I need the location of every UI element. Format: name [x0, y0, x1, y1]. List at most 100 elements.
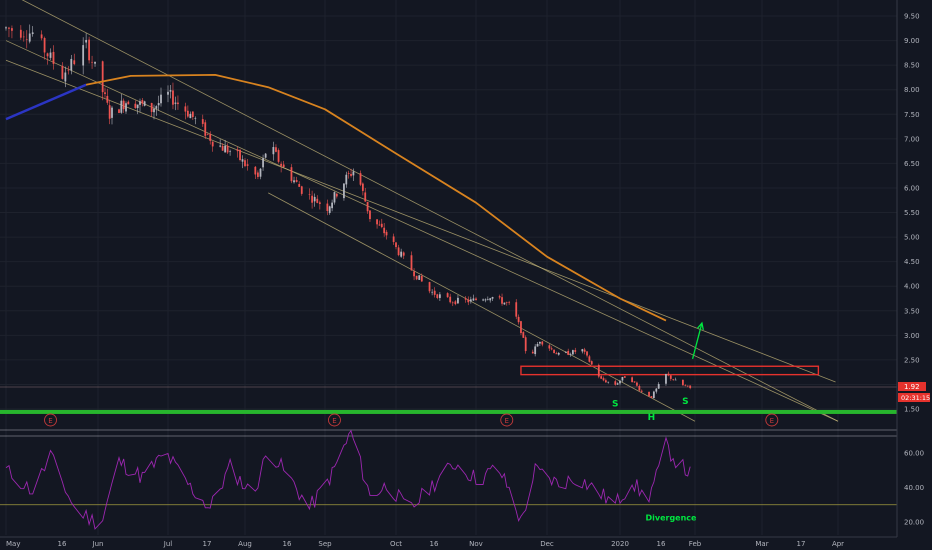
candle: [101, 60, 104, 101]
candle: [49, 48, 52, 60]
candle: [155, 105, 158, 116]
x-tick-label: Apr: [832, 540, 844, 548]
candle: [648, 391, 650, 397]
y-tick-label: 8.00: [904, 86, 920, 94]
candle: [189, 111, 192, 119]
candle: [433, 287, 436, 298]
candle: [621, 376, 624, 383]
candle: [413, 268, 415, 281]
x-tick-label: 16: [430, 540, 439, 548]
candle: [122, 98, 125, 114]
y-tick-label: 1.50: [904, 406, 920, 414]
earnings-marker-label: E: [332, 417, 336, 425]
candle: [359, 170, 362, 187]
candle: [88, 36, 90, 64]
candle: [127, 100, 130, 105]
candle: [280, 161, 283, 173]
y-tick-label: 7.00: [904, 135, 920, 143]
channel-line-3: [268, 192, 696, 422]
candle: [674, 377, 677, 381]
candle: [588, 354, 591, 363]
candle: [581, 348, 584, 354]
candle: [5, 26, 7, 31]
candle: [415, 275, 418, 281]
candle: [446, 292, 449, 298]
candle: [141, 97, 144, 107]
candle: [682, 379, 684, 386]
candle: [517, 314, 520, 325]
candle: [91, 55, 93, 69]
candle: [67, 66, 70, 75]
y-tick-label: 4.00: [904, 283, 920, 291]
candle: [364, 187, 367, 202]
channel-line-0: [21, 0, 839, 422]
candle: [347, 170, 350, 179]
candle: [600, 374, 603, 379]
candle: [652, 390, 655, 399]
candle: [469, 296, 472, 304]
y-tick-label: 5.50: [904, 209, 920, 217]
candle: [614, 379, 617, 386]
x-tick-label: 2020: [611, 540, 629, 548]
annotations: E E E E S H S: [44, 321, 779, 427]
candle: [120, 93, 123, 114]
x-tick-label: Jul: [163, 540, 173, 548]
candle: [290, 164, 293, 184]
candle: [449, 293, 452, 304]
candle: [498, 294, 501, 300]
rsi-panel: Divergence: [0, 429, 897, 530]
countdown-tag: [898, 393, 930, 402]
candle: [221, 143, 224, 151]
candle: [300, 185, 303, 196]
candle: [684, 384, 687, 387]
candle: [157, 95, 160, 111]
candle: [515, 299, 518, 320]
countdown-value: 02:31:15: [901, 394, 930, 402]
candle: [472, 294, 475, 301]
candle: [574, 347, 577, 355]
candle: [489, 297, 492, 303]
breakout-arrow: [691, 321, 704, 360]
candle: [555, 351, 558, 355]
levels: [0, 365, 897, 414]
candle: [43, 36, 46, 60]
candle: [277, 148, 280, 164]
candle: [108, 99, 111, 125]
candle: [25, 30, 28, 49]
candle: [586, 350, 588, 358]
candle: [590, 360, 593, 365]
candle: [211, 141, 214, 152]
candle: [224, 139, 227, 153]
x-tick-label: Sep: [318, 540, 332, 548]
pattern-label: S: [682, 397, 688, 407]
candle: [160, 87, 162, 107]
y-tick-label: 5.00: [904, 234, 920, 242]
candle: [672, 378, 675, 381]
candle: [318, 200, 321, 210]
candle: [438, 292, 441, 301]
candle: [204, 119, 207, 139]
candle: [209, 131, 212, 145]
candle: [623, 375, 626, 378]
candle: [111, 105, 113, 125]
rsi-tick-label: 60.00: [904, 450, 924, 458]
candle: [134, 100, 137, 109]
candle: [557, 352, 560, 356]
candle: [174, 96, 177, 111]
candle: [607, 381, 610, 384]
moving-average: [85, 74, 667, 322]
candle: [619, 379, 621, 386]
candle: [316, 195, 319, 204]
candle: [482, 298, 484, 302]
candle: [410, 251, 413, 271]
x-tick-label: 17: [203, 540, 212, 548]
candle: [484, 298, 487, 303]
x-tick-label: Aug: [238, 540, 252, 548]
rsi-line: [5, 429, 691, 530]
candle: [328, 205, 331, 215]
resistance-zone: [520, 365, 820, 376]
candle: [636, 381, 638, 387]
last-price-value: 1.92: [904, 383, 920, 391]
